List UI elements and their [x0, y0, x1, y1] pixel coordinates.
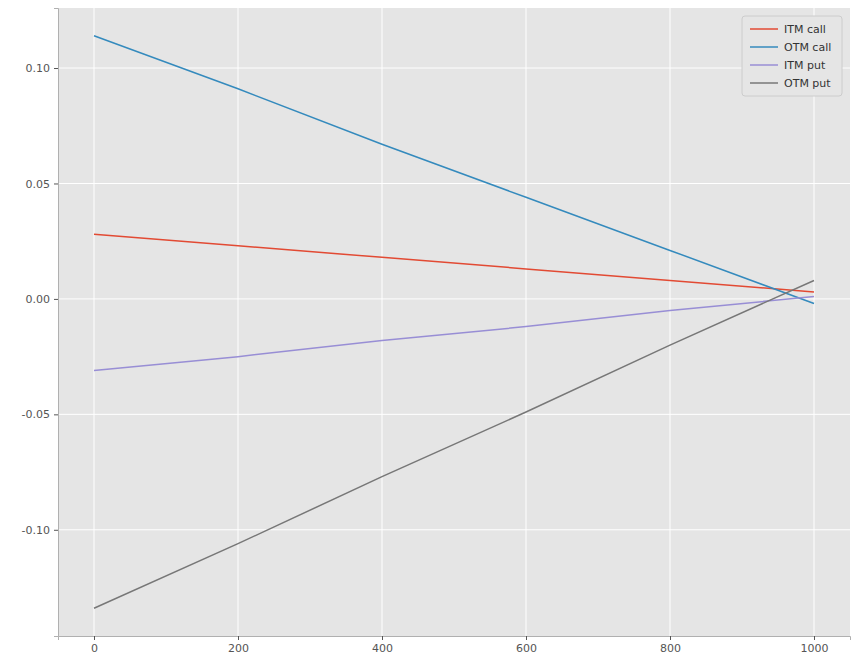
legend-swatch [750, 28, 778, 30]
grid-line-x [670, 8, 671, 636]
grid [58, 8, 850, 636]
y-tick: 0.10 [26, 62, 59, 75]
y-axis-line [54, 9, 59, 637]
x-tick: 800 [660, 636, 681, 655]
x-tick: 400 [372, 636, 393, 655]
grid-line-y [58, 529, 850, 530]
y-tick-label: 0.00 [26, 293, 51, 306]
y-axis: -0.10 -0.05 0.00 0.05 0.10 [22, 9, 59, 637]
series-line [94, 36, 814, 304]
x-tick-label: 200 [228, 642, 249, 655]
x-tick: 200 [228, 636, 249, 655]
x-tick-mark [670, 636, 671, 640]
legend-box [742, 16, 842, 96]
grid-line-x [382, 8, 383, 636]
chart: 0 200 400 600 800 1000 -0.10 -0.05 0.00 0.05 0.10 I… [0, 0, 864, 672]
y-tick-mark [54, 414, 58, 415]
y-tick: 0.00 [26, 293, 59, 306]
x-tick-mark [238, 636, 239, 640]
x-axis-line [59, 637, 851, 641]
y-tick: -0.10 [22, 524, 58, 537]
grid-line-x [814, 8, 815, 636]
y-tick-label: -0.10 [22, 524, 50, 537]
series-line [94, 280, 814, 608]
x-tick: 0 [91, 636, 98, 655]
y-tick-mark [54, 299, 58, 300]
x-tick-label: 400 [372, 642, 393, 655]
x-tick: 1000 [801, 636, 829, 655]
legend-label: ITM call [784, 23, 826, 36]
x-tick-mark [94, 636, 95, 640]
lines [94, 36, 814, 609]
legend-swatch [750, 64, 778, 66]
y-tick-label: 0.10 [26, 62, 51, 75]
plot: 0 200 400 600 800 1000 -0.10 -0.05 0.00 0.05 0.10 I… [22, 8, 851, 655]
x-tick-label: 0 [91, 642, 98, 655]
y-tick-mark [54, 183, 58, 184]
grid-line-y [58, 414, 850, 415]
grid-line-y [58, 298, 850, 299]
legend-swatch [750, 46, 778, 48]
y-tick-label: -0.05 [22, 408, 50, 421]
y-tick: -0.05 [22, 408, 58, 421]
x-axis: 0 200 400 600 800 1000 [59, 636, 851, 655]
x-tick-label: 800 [660, 642, 681, 655]
legend-label: OTM call [784, 41, 831, 54]
grid-line-x [94, 8, 95, 636]
legend-label: OTM put [784, 77, 831, 90]
y-tick: 0.05 [26, 177, 59, 190]
x-tick: 600 [516, 636, 537, 655]
y-tick-label: 0.05 [26, 177, 51, 190]
x-tick-mark [526, 636, 527, 640]
grid-line-y [58, 183, 850, 184]
y-tick-mark [54, 68, 58, 69]
grid-line-x [526, 8, 527, 636]
x-tick-mark [382, 636, 383, 640]
x-tick-label: 1000 [801, 642, 829, 655]
grid-line-y [58, 68, 850, 69]
x-tick-label: 600 [516, 642, 537, 655]
y-tick-mark [54, 530, 58, 531]
x-tick-mark [814, 636, 815, 640]
legend-label: ITM put [784, 59, 826, 72]
plot-background [58, 8, 850, 636]
legend: ITM call OTM call ITM put OTM put [742, 16, 842, 96]
legend-swatch [750, 82, 778, 84]
series-line [94, 297, 814, 371]
grid-line-x [238, 8, 239, 636]
